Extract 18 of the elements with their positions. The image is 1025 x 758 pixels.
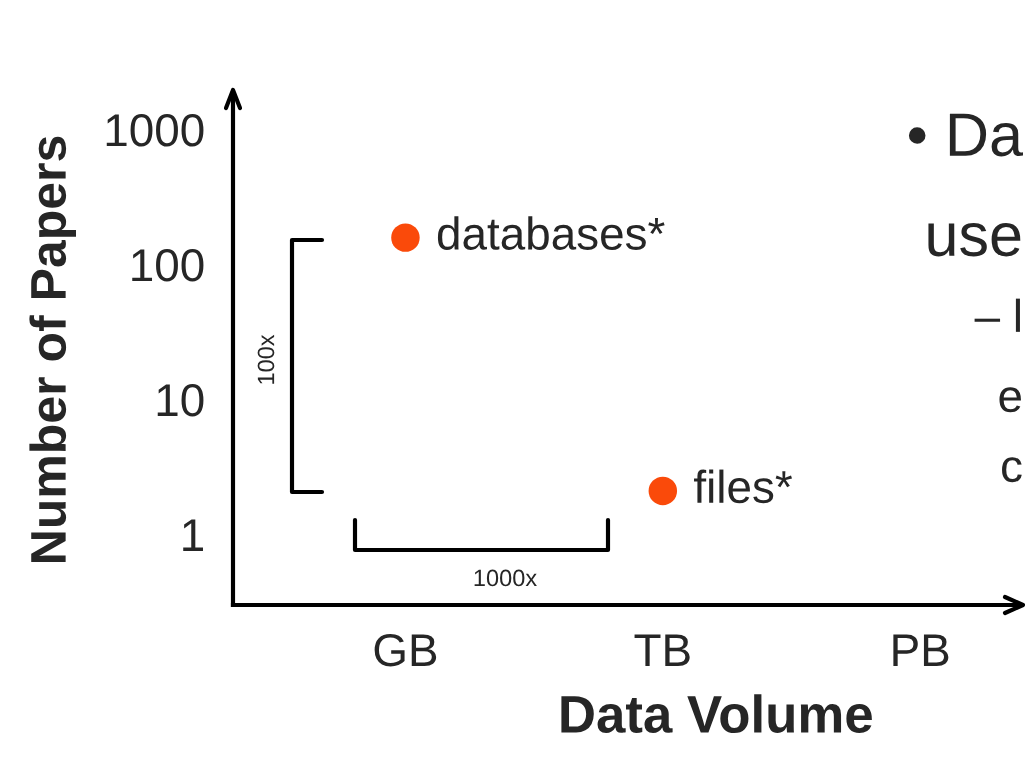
annotation: databases* [437,216,665,250]
annotation: e [999,387,1021,413]
x-tick-label: GB [374,633,437,667]
y-tick-label: 10 [157,384,204,417]
annotation: use [928,222,1021,257]
annotation: 100x [257,334,275,384]
annotation: – l [974,298,1020,332]
x-tick-label: PB [893,634,949,666]
x-tick-label: TB [634,634,690,666]
x-axis-title: Data Volume [561,694,872,734]
y-tick-label: 100 [132,249,204,282]
annotation: c [1002,457,1022,483]
annotation: files* [694,469,792,504]
y-tick-label: 1 [183,519,203,552]
annotation: 1000x [474,569,537,587]
y-tick-label: 1000 [106,114,204,147]
y-axis-title: Number of Papers [29,136,76,562]
annotation: • Da [908,113,1023,157]
